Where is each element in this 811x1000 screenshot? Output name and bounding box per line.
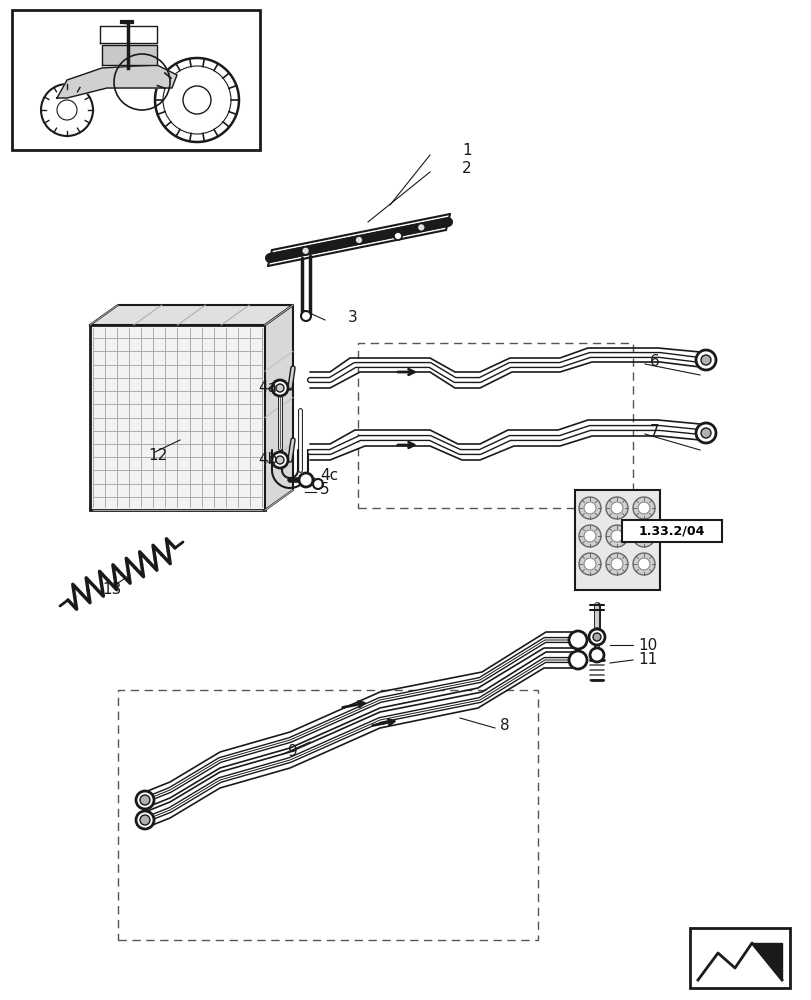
Bar xyxy=(689,928,789,988)
Circle shape xyxy=(700,428,710,438)
Circle shape xyxy=(276,456,284,464)
Text: 4b: 4b xyxy=(258,452,277,468)
Circle shape xyxy=(135,791,154,809)
Circle shape xyxy=(578,497,600,519)
Text: 9: 9 xyxy=(288,744,298,760)
Text: 10: 10 xyxy=(637,638,656,652)
Circle shape xyxy=(301,311,311,321)
Circle shape xyxy=(578,553,600,575)
Circle shape xyxy=(637,530,649,542)
Text: 7: 7 xyxy=(649,424,659,440)
Circle shape xyxy=(633,525,654,547)
Circle shape xyxy=(135,811,154,829)
Polygon shape xyxy=(102,45,157,65)
Circle shape xyxy=(578,525,600,547)
Bar xyxy=(621,520,721,542)
Circle shape xyxy=(695,350,715,370)
Circle shape xyxy=(276,384,284,392)
Bar xyxy=(574,490,659,590)
Polygon shape xyxy=(264,305,293,510)
Circle shape xyxy=(182,86,211,114)
Polygon shape xyxy=(751,943,781,980)
Polygon shape xyxy=(90,305,293,325)
Circle shape xyxy=(312,479,323,489)
Circle shape xyxy=(301,247,309,255)
Bar xyxy=(358,343,633,508)
Text: 12: 12 xyxy=(148,448,167,462)
Circle shape xyxy=(272,380,288,396)
Bar xyxy=(12,10,260,150)
Circle shape xyxy=(605,553,627,575)
Circle shape xyxy=(637,502,649,514)
Circle shape xyxy=(417,223,425,231)
Circle shape xyxy=(588,629,604,645)
Text: 4c: 4c xyxy=(320,468,337,484)
Circle shape xyxy=(298,473,312,487)
Circle shape xyxy=(590,648,603,662)
Circle shape xyxy=(155,58,238,142)
Circle shape xyxy=(41,84,93,136)
Text: 3: 3 xyxy=(348,310,358,326)
Circle shape xyxy=(354,236,363,244)
Text: 2: 2 xyxy=(461,161,471,176)
Circle shape xyxy=(583,502,595,514)
Circle shape xyxy=(633,497,654,519)
Circle shape xyxy=(569,631,586,649)
Bar xyxy=(90,325,264,510)
Text: 1.33.2/04: 1.33.2/04 xyxy=(638,524,704,538)
Circle shape xyxy=(605,525,627,547)
Text: 1: 1 xyxy=(461,143,471,158)
Polygon shape xyxy=(57,65,177,98)
Circle shape xyxy=(57,100,77,120)
Circle shape xyxy=(583,558,595,570)
Text: 11: 11 xyxy=(637,652,656,668)
Text: 6: 6 xyxy=(649,355,659,369)
Circle shape xyxy=(605,497,627,519)
Circle shape xyxy=(633,553,654,575)
Circle shape xyxy=(393,232,401,240)
Text: 5: 5 xyxy=(320,483,329,497)
Bar xyxy=(118,690,538,940)
Circle shape xyxy=(272,452,288,468)
Circle shape xyxy=(610,502,622,514)
Circle shape xyxy=(592,633,600,641)
Circle shape xyxy=(163,66,230,134)
Circle shape xyxy=(569,651,586,669)
Circle shape xyxy=(700,355,710,365)
Circle shape xyxy=(695,423,715,443)
Circle shape xyxy=(610,558,622,570)
Circle shape xyxy=(139,815,150,825)
Text: 13: 13 xyxy=(102,582,121,597)
Circle shape xyxy=(610,530,622,542)
Circle shape xyxy=(637,558,649,570)
Text: 4a: 4a xyxy=(258,380,277,395)
Text: 8: 8 xyxy=(500,718,509,733)
Circle shape xyxy=(583,530,595,542)
Circle shape xyxy=(139,795,150,805)
